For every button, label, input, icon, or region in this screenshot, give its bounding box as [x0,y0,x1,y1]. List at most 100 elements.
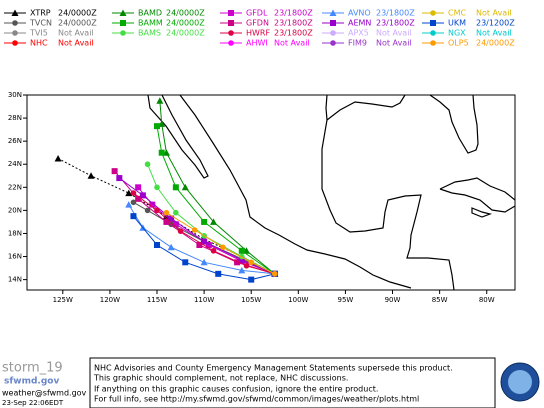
track-point [172,184,179,191]
email: weather@sfwmd.gov [2,389,87,398]
disclaimer-line: NHC Advisories and County Emergency Mana… [94,364,453,373]
legend-name: BAMD [138,9,162,18]
disclaimer-line: For full info, see http://my.sfwmd.gov/s… [94,395,419,404]
track-point [181,183,189,191]
track-point [111,168,118,175]
track [147,164,276,275]
legend-name: XTRP [30,9,51,18]
legend-status: 24/0000Z [58,19,97,28]
legend-status: Not Avail [376,29,412,38]
track-point [130,199,137,206]
x-tick-label: 100W [288,296,308,304]
legend-status: 23/1200Z [476,19,515,28]
track-point [135,184,142,191]
track-point [238,266,246,274]
track-point [154,184,160,191]
legend-marker [430,20,436,26]
legend-status: 24/0000Z [166,19,205,28]
y-tick-label: 30N [8,91,22,99]
track-point [168,215,175,222]
legend-marker [330,30,336,36]
track-point [167,243,175,251]
x-tick-label: 115W [147,296,167,304]
y-tick-label: 18N [8,229,22,237]
x-tick-label: 85W [432,296,448,304]
track-point [149,201,156,208]
legend-marker [120,30,126,36]
legend-marker [12,40,18,46]
legend-status: Not Avail [476,9,512,18]
legend-status: 24/0000Z [166,9,205,18]
track-point [215,270,222,277]
legend-status: 24/0000Z [166,29,205,38]
legend-marker [330,40,336,46]
legend-marker [329,9,337,16]
track-point [196,242,203,248]
track-point [154,207,160,214]
legend-marker [430,40,436,46]
track-point [154,242,161,248]
track-point [210,247,217,254]
track-point [163,209,170,216]
legend-name: UKM [448,19,466,28]
legend-name: TVCN [29,19,52,28]
legend-status: 23/1800Z [274,29,313,38]
y-tick-label: 22N [8,183,22,191]
track-point [191,227,198,233]
track-point [130,213,137,220]
track-point [163,218,170,225]
legend-name: BAMS [138,29,161,38]
x-tick-label: 95W [338,296,354,304]
track-point [234,259,241,266]
track-point [158,149,165,156]
legend-marker [228,10,234,16]
track-point [156,97,164,104]
logo-inner [508,370,532,394]
x-tick-label: 80W [479,296,495,304]
legend-status: 24/0000Z [58,9,97,18]
y-tick-label: 14N [8,276,22,284]
legend-status: Not Avail [58,29,94,38]
track-point [130,190,137,196]
legend-status: Not Avail [58,39,94,48]
legend-name: GFDN [246,19,269,28]
x-tick-label: 125W [53,296,73,304]
legend-marker [430,10,436,16]
legend-name: HWRF [246,29,270,38]
track-point [248,259,255,266]
legend-marker [120,20,126,26]
track-point [144,207,151,214]
legend-marker [228,40,234,46]
track-point [172,221,179,228]
track-point [144,161,151,168]
legend-marker [330,20,336,26]
track-point [87,172,95,179]
track [128,204,275,275]
legend-marker [11,9,19,16]
track-point [210,218,218,225]
track-point [201,218,208,225]
legend-status: Not Avail [476,29,512,38]
y-tick-label: 24N [8,160,22,168]
track-point [116,175,123,182]
legend-name: NGX [448,29,466,38]
track [156,126,276,275]
y-tick-label: 28N [8,114,22,122]
disclaimer-box [89,357,496,408]
disclaimer-line: If anything on this graphic causes confu… [94,385,378,394]
track-point [125,189,133,197]
track-point [201,238,208,245]
track-point [220,244,226,251]
legend-name: AHWI [246,39,268,48]
legend-marker [119,9,127,16]
track-point [177,228,184,234]
track-point [243,262,250,269]
track-point [125,201,133,208]
legend-name: AEMN [348,19,371,28]
x-tick-label: 105W [241,296,261,304]
track [133,192,275,275]
y-tick-label: 26N [8,137,22,145]
legend-marker [12,30,18,36]
legend-status: Not Avail [274,39,310,48]
track-point [135,195,142,202]
